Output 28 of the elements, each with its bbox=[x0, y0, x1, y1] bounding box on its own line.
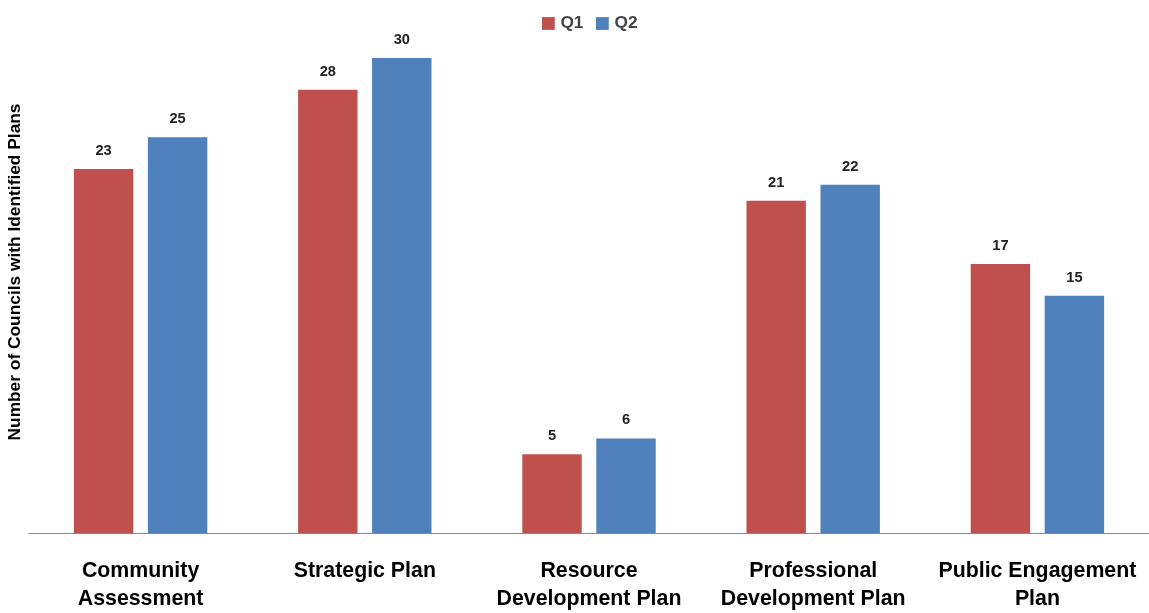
data-label: 5 bbox=[547, 427, 557, 444]
bar bbox=[298, 89, 358, 534]
data-label: 23 bbox=[95, 141, 112, 158]
data-label: 25 bbox=[169, 110, 186, 127]
bar bbox=[970, 264, 1031, 534]
bar bbox=[147, 137, 208, 534]
data-label: 17 bbox=[992, 237, 1009, 254]
data-label: 22 bbox=[842, 157, 859, 174]
bar bbox=[820, 184, 880, 534]
bar bbox=[73, 168, 134, 534]
x-tick-label: Strategic Plan bbox=[293, 557, 436, 582]
data-label: 21 bbox=[768, 173, 785, 190]
data-label: 15 bbox=[1066, 268, 1083, 285]
data-label: 6 bbox=[621, 411, 631, 428]
data-label: 30 bbox=[393, 31, 410, 48]
data-label: 28 bbox=[319, 62, 336, 79]
y-axis-title: Number of Councils with Identified Plans bbox=[3, 103, 24, 441]
bar bbox=[522, 454, 582, 534]
x-tick-label: Professional Development Plan bbox=[720, 557, 906, 611]
bar bbox=[596, 438, 656, 534]
bar bbox=[372, 58, 432, 534]
x-tick-label: Resource Development Plan bbox=[496, 557, 682, 611]
bar bbox=[746, 200, 806, 534]
legend-label: Q2 bbox=[614, 12, 638, 33]
legend-label: Q1 bbox=[560, 12, 584, 33]
bar bbox=[1044, 295, 1105, 534]
x-tick-label: Public Engagement Plan bbox=[938, 557, 1137, 611]
x-tick-label: Community Assessment bbox=[77, 557, 204, 611]
